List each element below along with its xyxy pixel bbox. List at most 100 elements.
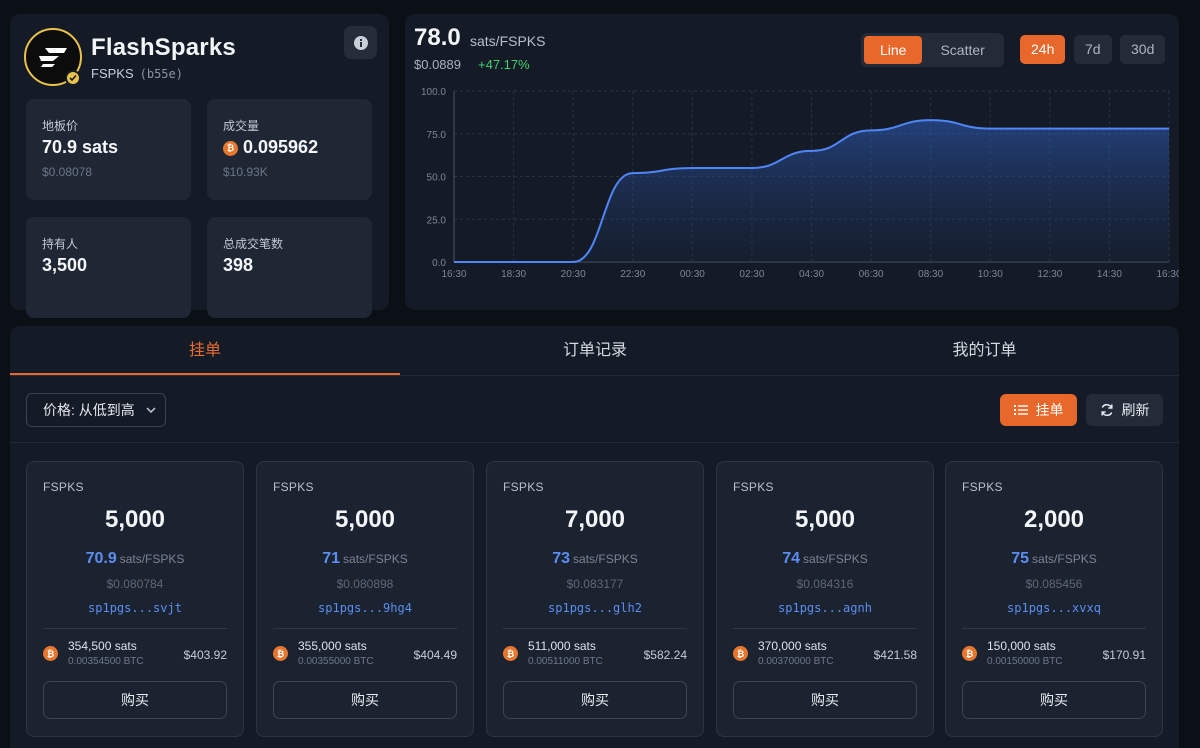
listing-price: 71 [322,550,341,567]
listing-total-usd: $170.91 [1102,648,1146,662]
listing-total-btc: 0.00355000 BTC [298,656,374,667]
chart-type-line[interactable]: Line [864,36,923,64]
buy-button[interactable]: 购买 [273,681,457,719]
bitcoin-icon: ₿ [503,646,518,661]
refresh-icon [1100,403,1113,417]
price-area [454,120,1169,262]
bitcoin-icon: ₿ [733,646,748,661]
price-chart-panel: 78.0 sats/FSPKS $0.0889 +47.17% Line Sca… [405,14,1179,310]
listing-unit-price: 73 sats/FSPKS [487,550,703,568]
listing-total-btc: 0.00150000 BTC [987,656,1063,667]
stat-value: 3,500 [42,255,88,275]
listing-total-btc: 0.00370000 BTC [758,656,834,667]
listing-amount: 5,000 [104,506,166,533]
tab-my-orders[interactable]: 我的订单 [952,342,1017,359]
create-listing-label: 挂单 [1035,402,1064,418]
stat-sub: $0.08078 [42,165,93,179]
listing-price: 70.9 [85,550,117,567]
stat-value-row: ₿ 0.095962 [223,137,318,158]
listing-ticker: FSPKS [43,480,84,494]
listing-card: FSPKS 5,000 71 sats/FSPKS $0.080898 sp1pg… [256,461,474,737]
stat-value: 398 [223,255,254,275]
price-usd: $0.0889 [414,57,461,72]
chart-type-scatter[interactable]: Scatter [940,42,985,58]
listing-total-usd: $403.92 [183,648,227,662]
listing-total-sats: 370,000 sats [758,639,827,653]
listing-amount: 2,000 [1023,506,1085,533]
listing-price-unit: sats/FSPKS [803,552,868,566]
listing-seller-address[interactable]: sp1pgs...xvxq [1007,601,1101,615]
timeframe-30d[interactable]: 30d [1120,35,1166,64]
listing-amount: 5,000 [794,506,856,533]
listing-seller-address[interactable]: sp1pgs...glh2 [548,601,642,615]
stat-value: 70.9 sats [42,137,119,157]
stat-label: 成交量 [223,119,260,133]
listing-seller-address[interactable]: sp1pgs...9hg4 [318,601,412,615]
listing-unit-price: 70.9 sats/FSPKS [27,550,243,568]
sort-select[interactable]: 价格: 从低到高 [26,393,166,427]
x-tick-label: 20:30 [561,269,586,280]
refresh-label: 刷新 [1121,402,1150,418]
y-tick-label: 0.0 [432,258,446,269]
listing-price: 75 [1011,550,1030,567]
refresh-button[interactable]: 刷新 [1086,394,1163,426]
tab-divider [10,375,1179,376]
chart-type-toggle: Line Scatter [861,33,1004,67]
buy-button[interactable]: 购买 [43,681,227,719]
buy-button[interactable]: 购买 [503,681,687,719]
stat-volume: 成交量 ₿ 0.095962 $10.93K [207,99,372,200]
token-ticker: FSPKS (b55e) [91,66,183,81]
buy-button[interactable]: 购买 [733,681,917,719]
market-panel: 挂单 订单记录 我的订单 价格: 从低到高 挂单 刷新 FSPKS 5,000 … [10,326,1179,748]
listing-price-unit: sats/FSPKS [1032,552,1097,566]
x-tick-label: 10:30 [978,269,1003,280]
listing-price-unit: sats/FSPKS [343,552,408,566]
x-tick-label: 04:30 [799,269,824,280]
listing-price: 73 [552,550,571,567]
listing-amount: 7,000 [564,506,626,533]
listing-amount: 5,000 [334,506,396,533]
listing-ticker: FSPKS [733,480,774,494]
info-button[interactable] [344,26,377,59]
price-chart[interactable]: 0.0 25.0 50.0 75.0 100.0 16:30 18:30 20:30 22:30… [405,82,1179,297]
y-tick-label: 75.0 [427,130,447,141]
listing-usd: $0.080784 [106,577,164,591]
sort-select-value: 价格: 从低到高 [43,402,135,418]
y-tick-label: 100.0 [421,87,446,98]
tab-listings[interactable]: 挂单 [188,342,221,359]
active-tab-indicator [10,373,400,375]
divider [273,628,457,629]
listing-seller-address[interactable]: sp1pgs...agnh [778,601,872,615]
listing-total-btc: 0.00354500 BTC [68,656,144,667]
listing-usd: $0.080898 [336,577,394,591]
x-tick-label: 18:30 [501,269,526,280]
listing-price-unit: sats/FSPKS [119,552,185,566]
x-tick-label: 22:30 [620,269,645,280]
timeframe-7d[interactable]: 7d [1074,35,1112,64]
timeframe-24h[interactable]: 24h [1020,35,1066,64]
listing-unit-price: 74 sats/FSPKS [717,550,933,568]
x-tick-label: 12:30 [1037,269,1062,280]
divider [43,628,227,629]
stat-label: 总成交笔数 [223,237,284,251]
x-tick-label: 00:30 [680,269,705,280]
listing-unit-price: 71 sats/FSPKS [257,550,473,568]
tab-order-history[interactable]: 订单记录 [562,342,627,359]
x-tick-label: 16:30 [441,269,466,280]
stat-total-trades: 总成交笔数 398 [207,217,372,318]
listing-total-btc: 0.00511000 BTC [528,656,603,667]
listing-total-sats: 150,000 sats [987,639,1056,653]
bitcoin-icon: ₿ [962,646,977,661]
listing-usd: $0.083177 [566,577,624,591]
create-listing-button[interactable]: 挂单 [1000,394,1077,426]
listing-seller-address[interactable]: sp1pgs...svjt [88,601,182,615]
buy-button[interactable]: 购买 [962,681,1146,719]
y-tick-label: 50.0 [427,173,447,184]
bitcoin-icon: ₿ [43,646,58,661]
stat-sub: $10.93K [223,165,268,179]
y-tick-label: 25.0 [427,215,447,226]
listing-total-sats: 511,000 sats [528,639,596,653]
token-info-panel: FlashSparks FSPKS (b55e) 地板价 70.9 sats $0… [10,14,389,318]
listing-total-usd: $404.49 [413,648,457,662]
x-tick-label: 02:30 [739,269,764,280]
